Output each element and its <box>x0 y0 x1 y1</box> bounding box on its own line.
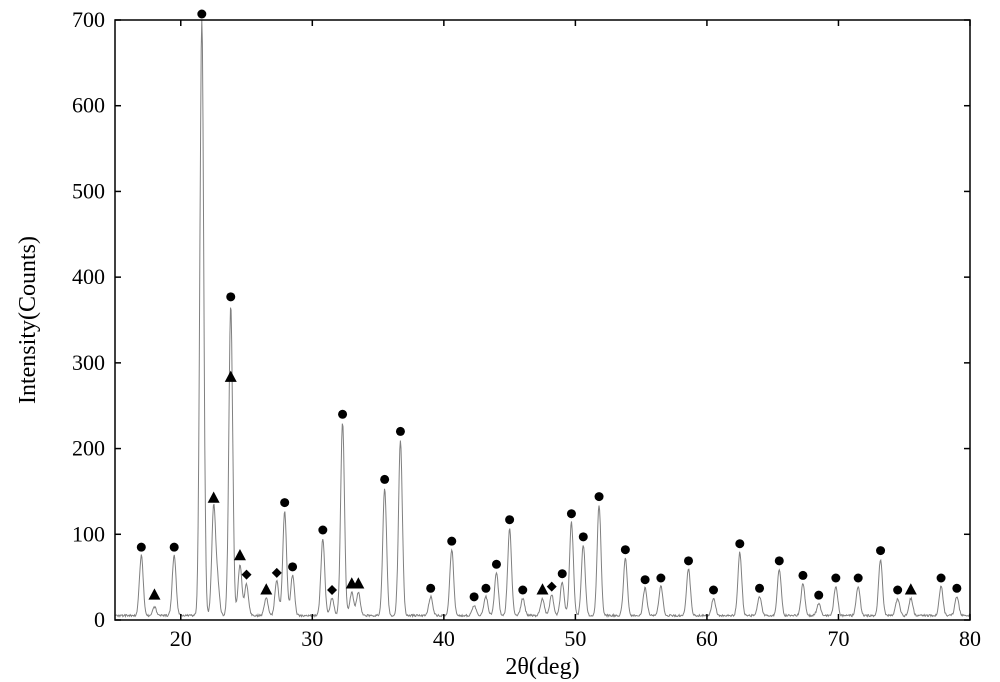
marker-circle <box>170 543 179 552</box>
x-tick-label: 80 <box>959 626 981 651</box>
marker-circle <box>937 574 946 583</box>
marker-circle <box>288 562 297 571</box>
marker-circle <box>380 475 389 484</box>
marker-circle <box>579 532 588 541</box>
marker-circle <box>318 526 327 535</box>
marker-circle <box>798 571 807 580</box>
y-tick-label: 200 <box>72 436 105 461</box>
marker-circle <box>426 584 435 593</box>
x-tick-label: 20 <box>170 626 192 651</box>
marker-circle <box>876 546 885 555</box>
marker-circle <box>338 410 347 419</box>
marker-circle <box>558 569 567 578</box>
marker-circle <box>854 574 863 583</box>
marker-circle <box>505 515 514 524</box>
marker-circle <box>197 10 206 19</box>
y-tick-label: 700 <box>72 7 105 32</box>
marker-circle <box>641 575 650 584</box>
marker-circle <box>709 586 718 595</box>
x-tick-label: 50 <box>564 626 586 651</box>
chart-svg: 20 30 40 50 60 70 80 0 100 200 300 400 500 600 700 2θ(d… <box>0 0 1000 682</box>
marker-circle <box>775 556 784 565</box>
marker-circle <box>952 584 961 593</box>
marker-circle <box>893 586 902 595</box>
marker-circle <box>396 427 405 436</box>
x-tick-label: 40 <box>433 626 455 651</box>
x-axis-label: 2θ(deg) <box>505 654 579 680</box>
marker-circle <box>621 545 630 554</box>
marker-circle <box>492 560 501 569</box>
marker-circle <box>755 584 764 593</box>
x-tick-label: 60 <box>696 626 718 651</box>
y-tick-label: 400 <box>72 264 105 289</box>
marker-circle <box>226 292 235 301</box>
y-tick-label: 300 <box>72 350 105 375</box>
marker-circle <box>280 498 289 507</box>
marker-circle <box>735 539 744 548</box>
marker-circle <box>518 586 527 595</box>
y-tick-label: 500 <box>72 178 105 203</box>
x-tick-label: 30 <box>301 626 323 651</box>
xrd-chart: 20 30 40 50 60 70 80 0 100 200 300 400 500 600 700 2θ(d… <box>0 0 1000 682</box>
marker-circle <box>567 509 576 518</box>
marker-circle <box>595 492 604 501</box>
marker-circle <box>814 591 823 600</box>
y-tick-label: 100 <box>72 521 105 546</box>
y-tick-label: 0 <box>94 607 105 632</box>
y-tick-label: 600 <box>72 93 105 118</box>
marker-circle <box>481 584 490 593</box>
marker-circle <box>656 574 665 583</box>
marker-circle <box>831 574 840 583</box>
marker-circle <box>470 592 479 601</box>
y-axis-label: Intensity(Counts) <box>15 236 41 404</box>
x-tick-label: 70 <box>827 626 849 651</box>
marker-circle <box>137 543 146 552</box>
marker-circle <box>684 556 693 565</box>
marker-circle <box>447 537 456 546</box>
